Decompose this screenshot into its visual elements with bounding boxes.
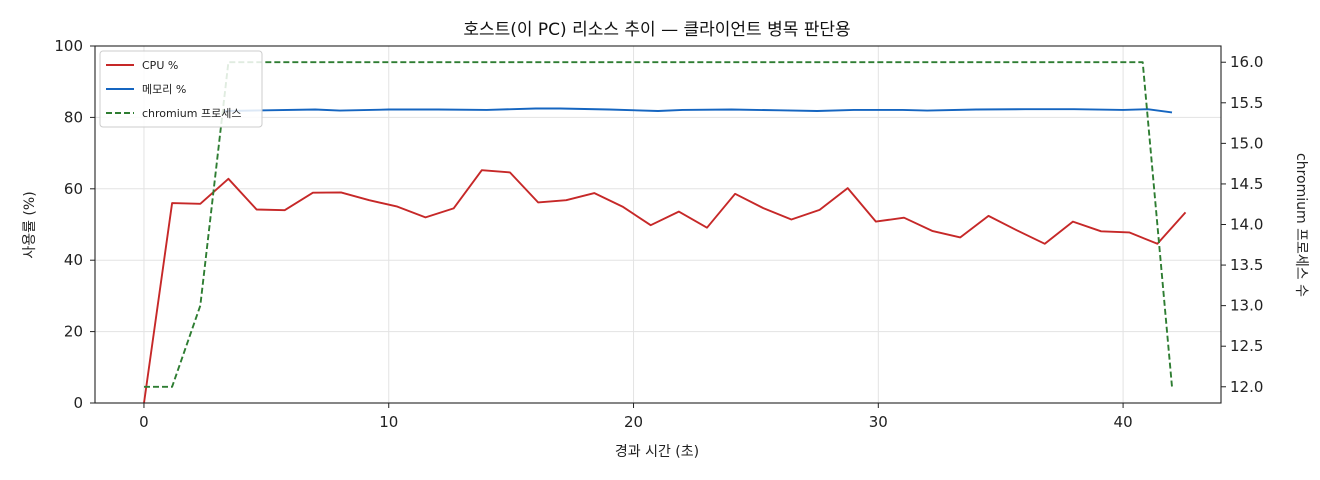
y-tick-label: 20 xyxy=(64,323,83,341)
y2-tick-label: 13.5 xyxy=(1230,256,1263,274)
series-lines xyxy=(143,61,1187,404)
series-line-2 xyxy=(224,107,1173,114)
y-tick-label: 60 xyxy=(64,180,83,198)
x-tick-label: 30 xyxy=(869,413,888,431)
legend-label: 메모리 % xyxy=(142,83,186,96)
x-tick-label: 10 xyxy=(379,413,398,431)
y2-axis-title: chromium 프로세스 수 xyxy=(1293,153,1309,297)
y2-tick-label: 12.5 xyxy=(1230,337,1263,355)
x-tick-label: 0 xyxy=(139,413,149,431)
legend-label: CPU % xyxy=(142,59,178,72)
legend-frame xyxy=(99,50,263,128)
y-tick-label: 80 xyxy=(64,108,83,126)
y-axis-title: 사용률 (%) xyxy=(22,191,38,258)
y2-tick-label: 14.5 xyxy=(1230,175,1263,193)
x-axis-title: 경과 시간 (초) xyxy=(615,444,699,460)
y2-tick-label: 14.0 xyxy=(1230,216,1263,234)
y2-tick-label: 13.0 xyxy=(1230,297,1263,315)
y2-tick-label: 15.5 xyxy=(1230,94,1263,112)
y-tick-label: 0 xyxy=(73,394,83,412)
y-tick-label: 40 xyxy=(64,251,83,269)
x-tick-label: 20 xyxy=(624,413,643,431)
legend-label: chromium 프로세스 xyxy=(142,107,241,120)
y2-tick-label: 16.0 xyxy=(1230,53,1263,71)
series-line-1 xyxy=(143,169,1187,404)
legend: CPU % 메모리 % chromium 프로세스 xyxy=(99,50,263,128)
axes: 0 10 20 30 40 0 20 40 60 80 100 12.0 12.5 13.0 13.5 14.… xyxy=(54,37,1263,431)
y2-tick-label: 15.0 xyxy=(1230,134,1263,152)
series-line-3 xyxy=(144,61,1173,388)
y2-tick-label: 12.0 xyxy=(1230,378,1263,396)
y-tick-label: 100 xyxy=(54,37,83,55)
chart-title: 호스트(이 PC) 리소스 추이 — 클라이언트 병목 판단용 xyxy=(463,20,850,40)
x-tick-label: 40 xyxy=(1114,413,1133,431)
